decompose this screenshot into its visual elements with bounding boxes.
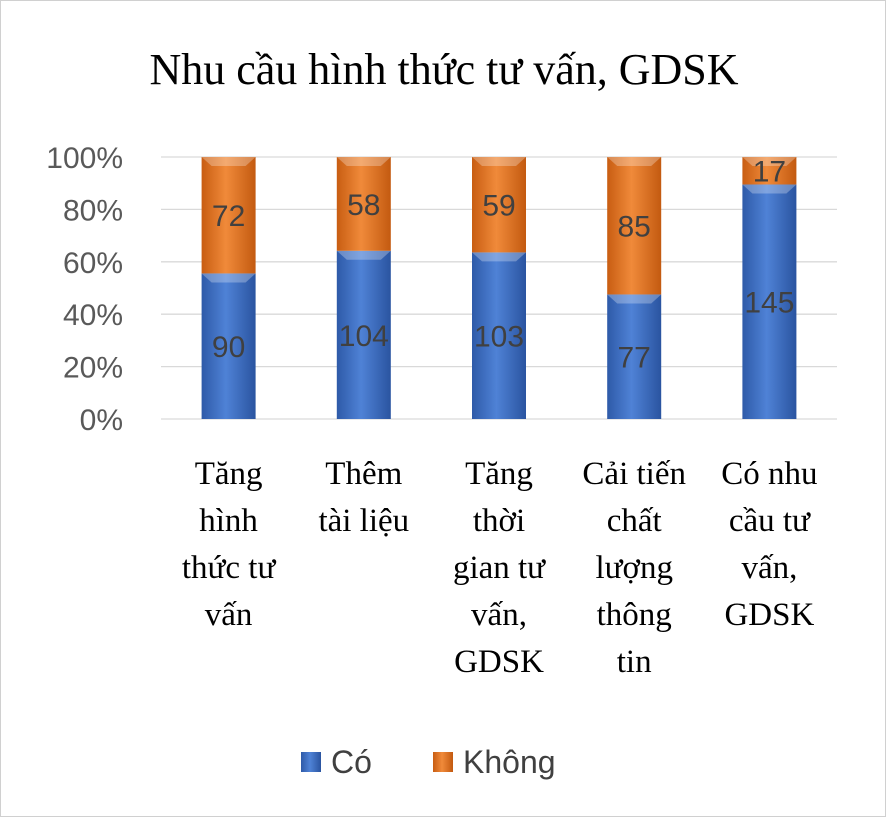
bar-bevel: [742, 184, 797, 194]
legend-swatch: [433, 752, 453, 772]
data-label: 90: [212, 331, 245, 364]
data-label: 104: [339, 320, 389, 353]
data-labels: 90 72 104 58 103 59 77 85 145 17: [212, 156, 795, 375]
x-tick-label: GDSK: [724, 597, 814, 633]
bar-segment: [607, 157, 662, 295]
legend-swatch: [301, 752, 321, 772]
x-tick-label: vấn: [205, 597, 253, 633]
x-tick-label: lượng: [595, 550, 673, 586]
bar-segment: [472, 157, 526, 253]
bar-bevel: [472, 157, 526, 166]
x-tick-label: gian tư: [453, 550, 546, 586]
x-tick-label: tài liệu: [318, 503, 409, 539]
x-tick-label: hình: [199, 503, 258, 539]
y-tick-label: 60%: [63, 247, 123, 280]
x-tick-label: thời: [473, 503, 525, 539]
bars: [201, 157, 797, 419]
x-tick-label: thức tư: [182, 550, 277, 586]
x-tick-label: Cải tiến: [582, 456, 686, 492]
x-tick-label: Có nhu: [721, 456, 817, 492]
bar-segment: [201, 157, 256, 274]
legend: Có Không: [301, 744, 556, 780]
x-tick-label: chất: [607, 503, 662, 539]
bar-bevel: [201, 157, 256, 166]
y-axis: 0% 20% 40% 60% 80% 100%: [46, 142, 123, 437]
data-label: 145: [744, 287, 794, 320]
bar-bevel: [607, 294, 662, 304]
y-tick-label: 80%: [63, 194, 123, 227]
data-label: 17: [753, 156, 786, 189]
bar-bevel: [742, 157, 797, 166]
x-tick-label: Tăng: [195, 456, 263, 492]
data-label: 77: [618, 342, 651, 375]
data-label: 72: [212, 200, 245, 233]
x-tick-label: cầu tư: [729, 503, 811, 539]
y-tick-label: 20%: [63, 352, 123, 385]
bar-bevel: [201, 273, 256, 283]
y-tick-label: 100%: [46, 142, 123, 175]
bar-segment: [607, 294, 662, 419]
x-tick-label: thông: [597, 597, 672, 633]
data-label: 59: [482, 190, 515, 223]
x-tick-label: vấn,: [471, 597, 527, 633]
x-axis: Tăng hình thức tư vấn Thêm tài liệu Tăng thời gi…: [182, 456, 818, 680]
bar-segment: [742, 157, 797, 185]
legend-label: Không: [463, 744, 556, 780]
x-tick-label: GDSK: [454, 644, 544, 680]
x-tick-label: Thêm: [325, 456, 402, 492]
bar-bevel: [607, 157, 662, 166]
bar-bevel: [472, 252, 526, 262]
data-label: 58: [347, 189, 380, 222]
bar-segment: [742, 184, 797, 419]
bar-segment: [201, 273, 256, 419]
legend-label: Có: [331, 744, 372, 780]
data-label: 103: [474, 321, 524, 354]
x-tick-label: vấn,: [741, 550, 797, 586]
x-tick-label: tin: [617, 644, 652, 680]
chart-title: Nhu cầu hình thức tư vấn, GDSK: [149, 45, 738, 94]
bar-bevel: [336, 157, 391, 166]
bar-segment: [336, 157, 391, 251]
y-tick-label: 0%: [80, 404, 123, 437]
x-tick-label: Tăng: [465, 456, 533, 492]
bar-bevel: [336, 250, 391, 260]
bar-segment: [472, 252, 526, 419]
y-tick-label: 40%: [63, 299, 123, 332]
bar-segment: [336, 250, 391, 419]
data-label: 85: [618, 211, 651, 244]
